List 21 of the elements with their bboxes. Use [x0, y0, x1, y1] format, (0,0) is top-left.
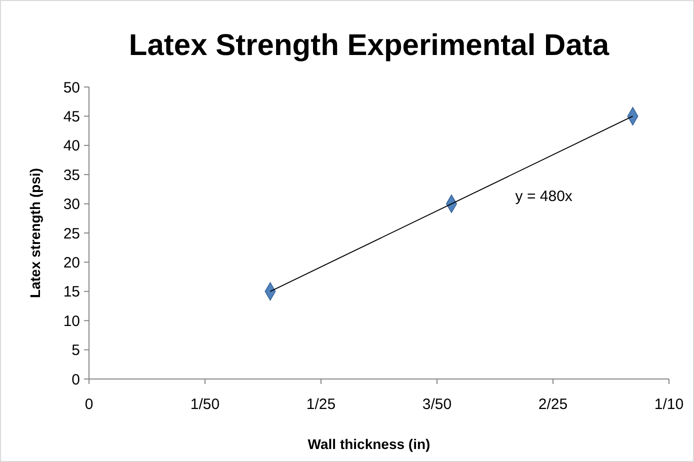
x-tick-label: 1/10	[654, 396, 684, 413]
y-tick-label: 25	[63, 225, 80, 242]
y-tick-label: 35	[63, 166, 80, 184]
y-tick-label: 15	[63, 284, 80, 301]
x-axis-title: Wall thickness (in)	[308, 436, 430, 452]
y-axis-title: Latex strength (psi)	[27, 168, 43, 298]
x-tick-label: 1/25	[306, 396, 336, 413]
x-tick-label: 2/25	[538, 396, 568, 413]
y-tick-label: 20	[63, 254, 80, 272]
annotation: y = 480x	[515, 188, 573, 205]
y-tick-label: 45	[63, 108, 80, 126]
x-tick-label: 0	[84, 396, 94, 413]
y-tick-label: 30	[63, 196, 80, 214]
y-tick-label: 0	[72, 371, 80, 388]
y-tick-label: 5	[72, 342, 80, 360]
x-tick-label: 1/50	[190, 396, 220, 413]
x-tick-label: 3/50	[422, 396, 452, 413]
y-tick-label: 40	[63, 138, 80, 155]
y-tick-label: 50	[63, 79, 80, 96]
chart-title: Latex Strength Experimental Data	[128, 29, 610, 62]
y-tick-label: 10	[63, 312, 80, 330]
